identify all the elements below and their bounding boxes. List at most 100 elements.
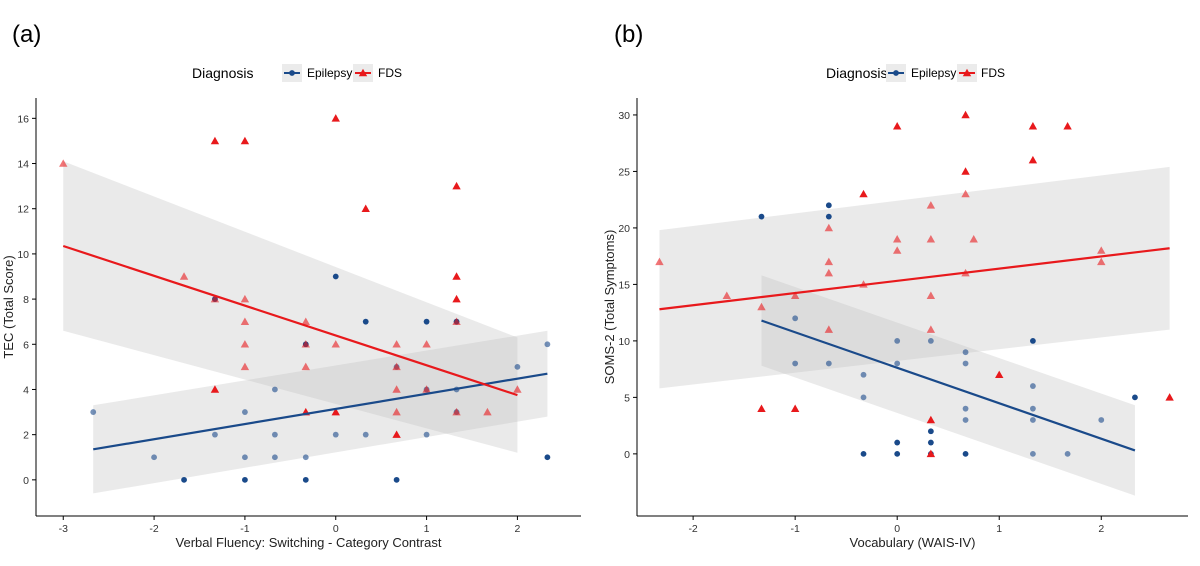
y-tick-label: 5	[624, 392, 630, 404]
y-tick-label: 25	[618, 166, 630, 178]
data-point-epilepsy	[302, 454, 309, 461]
data-point-fds	[1028, 122, 1038, 130]
y-tick-label: 16	[17, 113, 29, 125]
data-point-fds	[824, 257, 834, 266]
data-point-epilepsy	[302, 476, 309, 483]
data-point-epilepsy	[362, 318, 369, 325]
data-point-fds	[59, 159, 68, 167]
data-point-epilepsy	[962, 405, 969, 412]
legend-title: Diagnosis	[192, 65, 253, 81]
y-tick-label: 2	[23, 430, 29, 442]
data-point-epilepsy	[894, 450, 901, 457]
data-point-epilepsy	[894, 337, 901, 344]
data-point-fds	[301, 362, 310, 371]
data-point-fds	[926, 235, 936, 243]
data-point-fds	[926, 201, 936, 209]
x-tick-label: -3	[59, 523, 68, 535]
x-axis-label: Vocabulary (WAIS-IV)	[850, 535, 976, 550]
fit-line-epilepsy	[761, 319, 1136, 452]
data-point-epilepsy	[362, 431, 369, 438]
y-tick-label: 20	[618, 223, 630, 235]
data-point-epilepsy	[894, 439, 901, 446]
data-point-epilepsy	[544, 341, 551, 348]
data-point-epilepsy	[514, 363, 521, 370]
data-point-fds	[392, 340, 401, 348]
data-point-epilepsy	[393, 476, 400, 483]
data-point-fds	[722, 291, 731, 299]
data-point-epilepsy	[825, 360, 832, 367]
fit-line-fds	[62, 244, 518, 397]
data-point-fds	[240, 317, 250, 325]
data-point-fds	[926, 325, 936, 333]
y-tick-label: 14	[17, 159, 29, 171]
data-point-fds	[210, 385, 220, 393]
data-point-epilepsy	[1030, 450, 1036, 457]
data-point-fds	[392, 430, 401, 438]
data-point-epilepsy	[927, 439, 934, 446]
legend-label-epilepsy: Epilepsy	[911, 66, 956, 80]
data-point-fds	[1063, 122, 1072, 130]
data-point-fds	[926, 449, 936, 458]
data-point-fds	[1165, 393, 1174, 401]
data-point-fds	[790, 404, 800, 412]
y-tick-label: 30	[618, 110, 630, 122]
data-point-epilepsy	[1030, 405, 1036, 412]
data-point-fds	[240, 294, 250, 303]
data-point-epilepsy	[860, 371, 867, 378]
data-point-fds	[892, 246, 902, 254]
data-point-fds	[210, 294, 220, 303]
fit-line-epilepsy	[93, 372, 548, 451]
data-point-fds	[422, 340, 431, 348]
data-point-fds	[892, 122, 902, 130]
data-point-fds	[655, 257, 664, 266]
y-tick-label: 10	[17, 249, 29, 261]
data-point-epilepsy	[962, 360, 969, 367]
legend-marker-epilepsy	[289, 70, 295, 76]
data-point-epilepsy	[1030, 337, 1036, 344]
x-tick-label: 2	[514, 523, 520, 535]
data-point-epilepsy	[271, 386, 278, 393]
data-point-epilepsy	[825, 213, 832, 220]
y-axis-label: SOMS-2 (Total Symptoms)	[602, 230, 617, 385]
data-point-fds	[969, 235, 978, 243]
data-point-epilepsy	[927, 428, 934, 435]
data-point-fds	[331, 114, 340, 122]
data-point-fds	[995, 370, 1004, 379]
data-point-fds	[392, 362, 401, 371]
data-point-fds	[331, 407, 340, 416]
data-point-epilepsy	[423, 318, 430, 325]
data-point-fds	[1097, 257, 1106, 266]
x-tick-label: 0	[894, 523, 900, 535]
x-tick-label: -2	[688, 523, 697, 535]
data-point-epilepsy	[271, 454, 278, 461]
x-tick-label: 2	[1098, 523, 1104, 535]
data-point-epilepsy	[792, 315, 799, 322]
data-point-fds	[240, 136, 250, 145]
data-point-fds	[824, 223, 834, 232]
data-point-epilepsy	[242, 454, 248, 461]
data-point-epilepsy	[332, 273, 339, 280]
data-point-fds	[513, 385, 522, 393]
data-point-epilepsy	[894, 360, 901, 367]
data-point-fds	[422, 385, 431, 393]
data-point-fds	[331, 340, 340, 348]
data-point-fds	[892, 235, 902, 243]
data-point-fds	[790, 291, 800, 299]
data-point-fds	[926, 291, 936, 299]
data-point-fds	[361, 204, 370, 212]
data-point-fds	[301, 340, 310, 348]
y-tick-label: 15	[618, 279, 630, 291]
data-point-fds	[301, 317, 310, 325]
panel-b: (b)Diagnosis Epilepsy FDS-2 -1 0 1 20510152025…	[602, 21, 1188, 550]
data-point-epilepsy	[825, 202, 832, 209]
x-tick-label: -2	[149, 523, 158, 535]
data-point-fds	[392, 407, 401, 416]
x-tick-label: 1	[996, 523, 1002, 535]
data-point-epilepsy	[1098, 417, 1105, 423]
data-point-fds	[210, 136, 220, 145]
data-point-epilepsy	[212, 431, 218, 438]
series-fds-points	[655, 110, 1174, 458]
data-point-fds	[824, 325, 834, 333]
legend-marker-epilepsy	[893, 70, 899, 76]
